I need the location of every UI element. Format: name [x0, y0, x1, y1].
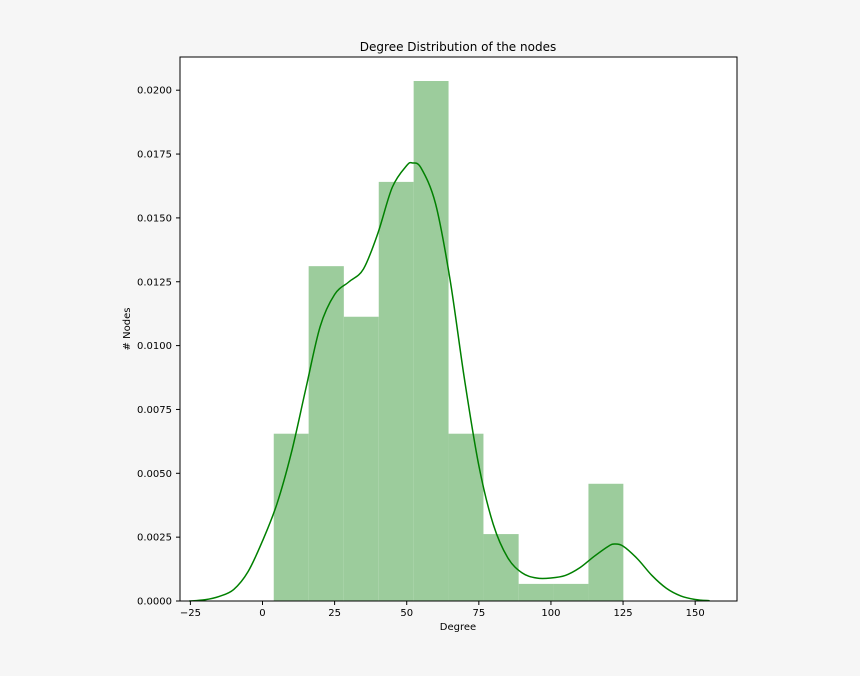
y-axis: 0.0000 0.0025 0.0050 0.0075 0.0100 0.0125 0.01… — [137, 86, 180, 608]
y-tick-label-3: 0.0075 — [137, 405, 172, 416]
histogram-bar-9 — [588, 483, 624, 601]
x-tick-label-5: 100 — [541, 608, 560, 619]
histogram-bar-7 — [518, 583, 554, 601]
histogram-bar-0 — [273, 433, 309, 601]
y-tick-label-6: 0.0150 — [137, 213, 172, 224]
x-tick-label-7: 150 — [686, 608, 705, 619]
x-tick-label-6: 125 — [614, 608, 633, 619]
x-tick-label-4: 75 — [472, 608, 485, 619]
x-tick-label-2: 25 — [328, 608, 341, 619]
x-tick-label-3: 50 — [400, 608, 413, 619]
y-tick-label-0: 0.0000 — [137, 597, 172, 608]
kde-line — [189, 161, 710, 602]
x-tick-label-1: 0 — [259, 608, 265, 619]
x-tick-label-0: −25 — [180, 608, 201, 619]
y-tick-label-7: 0.0175 — [137, 150, 172, 161]
x-axis: −25 0 25 50 75 100 125 150 — [180, 601, 705, 619]
histogram-bar-2 — [343, 316, 379, 601]
histogram-bar-3 — [378, 181, 414, 601]
y-tick-label-1: 0.0025 — [137, 533, 172, 544]
y-tick-label-4: 0.0100 — [137, 341, 172, 352]
chart-title: Degree Distribution of the nodes — [360, 40, 556, 54]
histogram-bar-4 — [413, 81, 449, 602]
histogram-bar-1 — [308, 266, 344, 601]
y-tick-label-2: 0.0050 — [137, 469, 172, 480]
y-tick-label-8: 0.0200 — [137, 86, 172, 97]
x-axis-label: Degree — [440, 622, 476, 633]
histogram-bar-8 — [553, 583, 589, 601]
y-axis-label: # Nodes — [122, 308, 133, 351]
histogram-bars — [273, 81, 624, 602]
plot-frame — [179, 56, 738, 602]
y-tick-label-5: 0.0125 — [137, 277, 172, 288]
